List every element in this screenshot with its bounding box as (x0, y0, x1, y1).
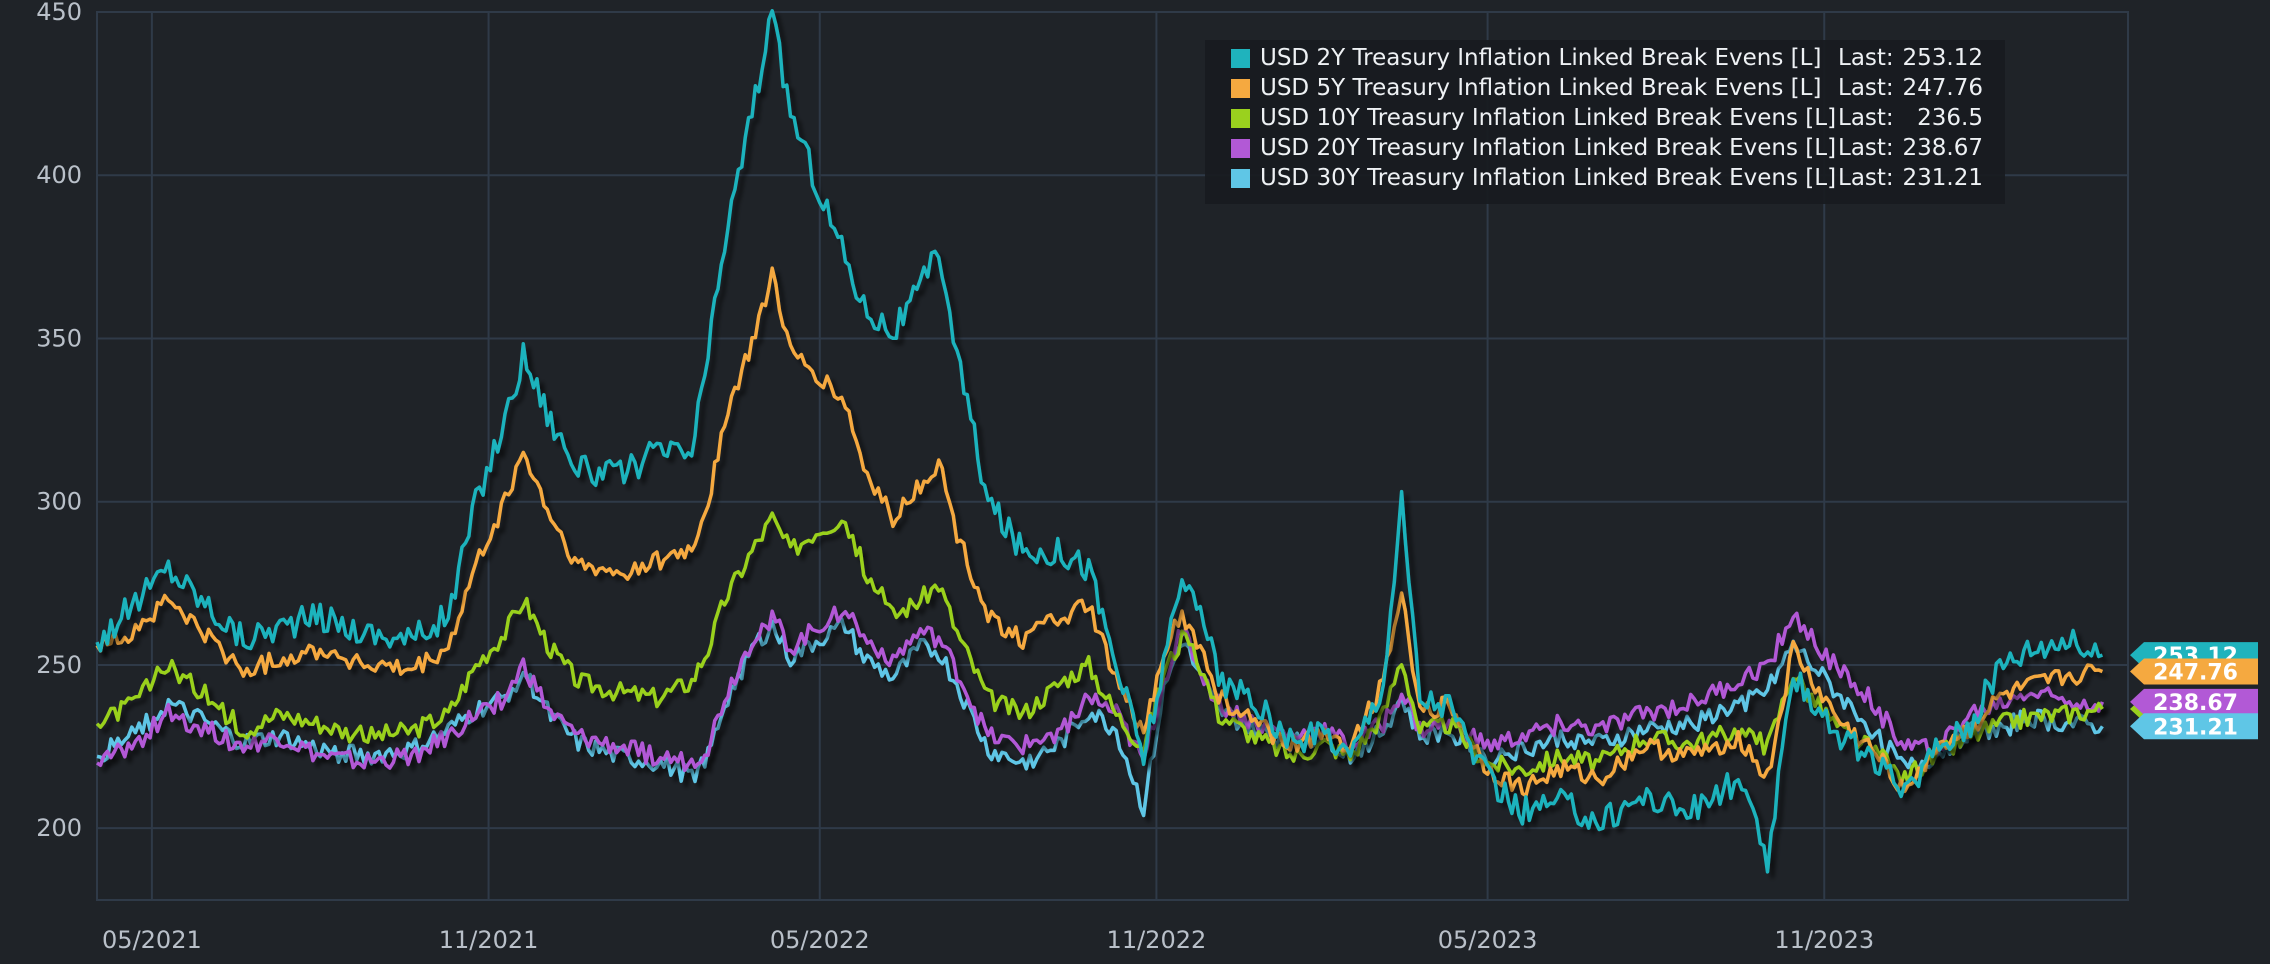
legend-series-name: USD 30Y Treasury Inflation Linked Break … (1260, 165, 1836, 191)
end-value-text: 231.21 (2153, 715, 2238, 740)
series-group (95, 9, 2105, 874)
legend: USD 2Y Treasury Inflation Linked Break E… (1205, 40, 2005, 204)
axes: 200 250 300 350 400 450 05/2021 11/2021 05/2022 1… (36, 0, 1874, 954)
x-tick-label: 11/2021 (439, 926, 539, 954)
y-tick-label: 300 (36, 488, 82, 516)
y-tick-label: 350 (36, 324, 82, 352)
legend-swatch (1231, 169, 1250, 188)
series-line (95, 266, 2104, 798)
legend-last-prefix: Last: (1838, 135, 1894, 161)
series-line (96, 605, 2105, 773)
legend-entry: USD 10Y Treasury Inflation Linked Break … (1231, 105, 1983, 131)
legend-swatch (1231, 49, 1250, 68)
end-value-tag (2130, 688, 2258, 715)
legend-last-prefix: Last: (1838, 75, 1894, 101)
y-tick-label: 250 (36, 651, 82, 679)
legend-last-value: 247.76 (1903, 75, 1983, 101)
legend-last-value: 253.12 (1903, 45, 1983, 71)
legend-last-prefix: Last: (1838, 105, 1894, 131)
x-tick-label: 11/2023 (1774, 926, 1874, 954)
legend-swatch (1231, 109, 1250, 128)
legend-last-prefix: Last: (1838, 165, 1894, 191)
legend-swatch (1231, 139, 1250, 158)
legend-series-name: USD 5Y Treasury Inflation Linked Break E… (1260, 75, 1821, 101)
x-tick-label: 05/2022 (770, 926, 870, 954)
end-value-tag (2130, 658, 2258, 685)
series-line (95, 511, 2104, 786)
legend-last-prefix: Last: (1838, 45, 1894, 71)
legend-entry: USD 20Y Treasury Inflation Linked Break … (1231, 135, 1983, 161)
y-tick-label: 400 (36, 161, 82, 189)
series-line (95, 9, 2103, 874)
legend-series-name: USD 20Y Treasury Inflation Linked Break … (1260, 135, 1836, 161)
end-value-label: 247.76 (2130, 658, 2258, 686)
legend-last-value: 238.67 (1903, 135, 1983, 161)
legend-swatch (1231, 79, 1250, 98)
legend-series-name: USD 2Y Treasury Inflation Linked Break E… (1260, 45, 1821, 71)
legend-entry: USD 30Y Treasury Inflation Linked Break … (1231, 165, 1983, 191)
legend-background (1205, 40, 2005, 204)
end-value-text: 247.76 (2153, 661, 2238, 686)
y-tick-label: 450 (36, 0, 82, 26)
legend-last-value: 231.21 (1903, 165, 1983, 191)
series-line (96, 617, 2104, 818)
end-value-label: 238.67 (2130, 688, 2258, 716)
legend-last-value: 236.5 (1917, 105, 1983, 131)
legend-series-name: USD 10Y Treasury Inflation Linked Break … (1260, 105, 1836, 131)
x-tick-label: 11/2022 (1107, 926, 1207, 954)
x-tick-label: 05/2021 (102, 926, 202, 954)
y-tick-label: 200 (36, 814, 82, 842)
legend-entry: USD 2Y Treasury Inflation Linked Break E… (1231, 45, 1983, 71)
legend-entry: USD 5Y Treasury Inflation Linked Break E… (1231, 75, 1983, 101)
end-value-text: 238.67 (2153, 691, 2238, 716)
end-value-label: 231.21 (2130, 713, 2258, 740)
end-value-tag (2130, 713, 2258, 740)
x-tick-label: 05/2023 (1438, 926, 1538, 954)
grid (96, 11, 2129, 901)
